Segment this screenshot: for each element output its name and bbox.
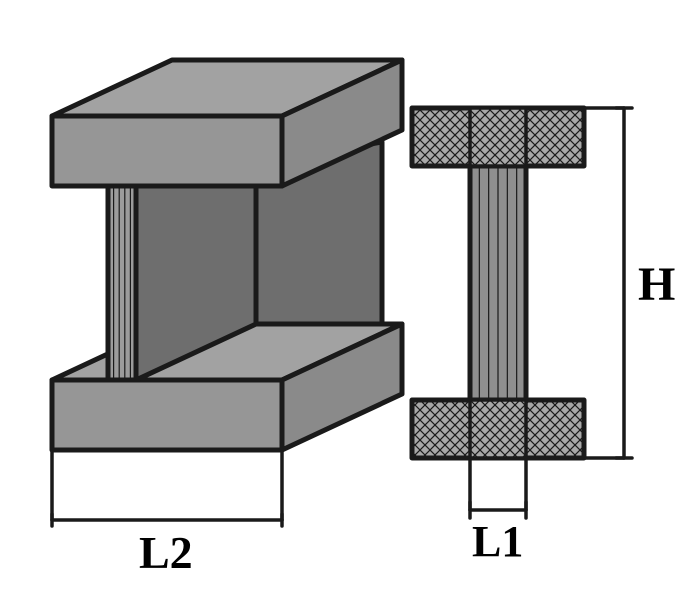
dimension-label-l1: L1 — [472, 516, 523, 567]
diagram-canvas — [0, 0, 682, 597]
section-ibeam — [412, 108, 632, 518]
oblique-ibeam — [52, 60, 402, 526]
dimension-label-h: H — [638, 257, 675, 312]
dimension-label-l2: L2 — [139, 526, 193, 579]
